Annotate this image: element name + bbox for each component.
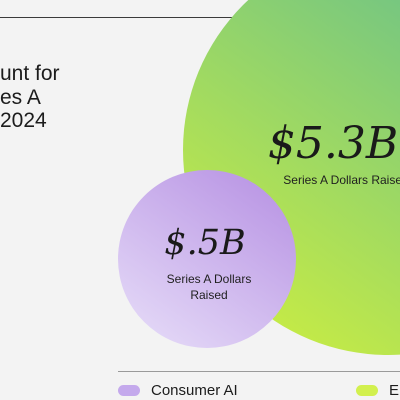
- legend-swatch-consumer-ai: [118, 385, 140, 396]
- legend-item-en: En: [356, 382, 400, 399]
- legend-label-en: En: [389, 382, 400, 399]
- bubble-small: [118, 170, 296, 348]
- legend-item-consumer-ai: Consumer AI: [118, 382, 238, 399]
- chart-title-line-2: es A: [0, 86, 41, 109]
- legend-label-consumer-ai: Consumer AI: [151, 382, 238, 399]
- bubble-small-caption-line-2: Raised: [190, 288, 227, 302]
- bubble-small-value: $.5B: [164, 223, 245, 263]
- chart-title-line-1: unt for: [0, 62, 60, 85]
- bubble-large-caption: Series A Dollars Raised: [283, 173, 400, 187]
- chart-title-line-3: 2024: [0, 109, 47, 132]
- legend-divider: [118, 371, 400, 372]
- top-divider: [0, 17, 400, 18]
- bubble-large-value: $5.3B: [268, 118, 398, 169]
- bubble-small-caption-line-1: Series A Dollars: [167, 272, 252, 286]
- legend-swatch-en: [356, 385, 378, 396]
